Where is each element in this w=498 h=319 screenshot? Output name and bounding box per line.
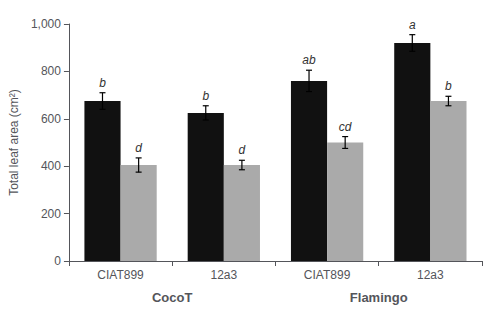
- svg-text:Total leaf area (cm²): Total leaf area (cm²): [7, 89, 21, 196]
- svg-text:CocoT: CocoT: [152, 290, 193, 305]
- svg-text:0: 0: [54, 254, 61, 268]
- svg-text:200: 200: [41, 207, 61, 221]
- svg-text:Flamingo: Flamingo: [350, 290, 408, 305]
- svg-text:a: a: [409, 18, 416, 32]
- svg-text:12a3: 12a3: [417, 268, 444, 282]
- svg-text:CIAT899: CIAT899: [304, 268, 351, 282]
- svg-text:cd: cd: [339, 120, 352, 134]
- svg-text:d: d: [239, 143, 246, 157]
- svg-text:b: b: [99, 76, 106, 90]
- svg-text:ab: ab: [302, 53, 316, 67]
- svg-text:CIAT899: CIAT899: [97, 268, 144, 282]
- svg-text:1,000: 1,000: [31, 17, 61, 31]
- svg-text:d: d: [135, 141, 142, 155]
- svg-text:400: 400: [41, 159, 61, 173]
- svg-text:800: 800: [41, 64, 61, 78]
- svg-text:12a3: 12a3: [210, 268, 237, 282]
- svg-text:b: b: [445, 79, 452, 93]
- svg-text:b: b: [202, 89, 209, 103]
- svg-text:600: 600: [41, 112, 61, 126]
